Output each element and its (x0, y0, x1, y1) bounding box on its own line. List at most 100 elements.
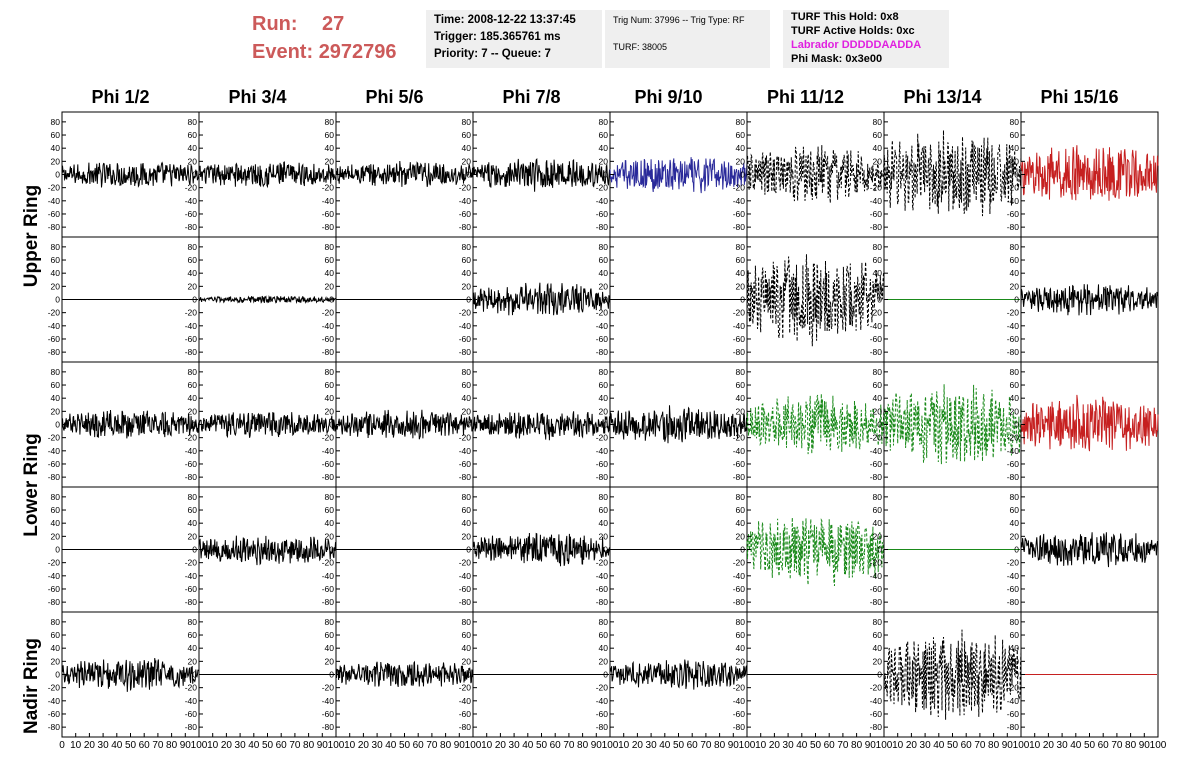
x-tick-label: 80 (714, 740, 726, 751)
y-tick-label: 80 (188, 367, 198, 377)
y-tick-label: -40 (870, 196, 883, 206)
y-tick-label: -20 (1007, 558, 1020, 568)
trace (335, 409, 474, 440)
y-tick-label: 60 (599, 130, 609, 140)
y-tick-label: -20 (733, 683, 746, 693)
x-tick-label: 60 (824, 740, 836, 751)
x-tick-label: 80 (166, 740, 178, 751)
y-tick-label: 80 (462, 117, 472, 127)
y-tick-label: 60 (1010, 255, 1020, 265)
y-tick-label: 80 (51, 492, 61, 502)
x-tick-label: 60 (276, 740, 288, 751)
y-tick-label: 80 (51, 117, 61, 127)
y-tick-label: -40 (185, 321, 198, 331)
y-tick-label: 60 (462, 630, 472, 640)
y-tick-label: -20 (48, 433, 61, 443)
y-tick-label: -40 (733, 196, 746, 206)
y-tick-label: -40 (870, 696, 883, 706)
y-tick-label: 80 (1010, 367, 1020, 377)
x-tick-label: 20 (84, 740, 96, 751)
x-tick-label: 10 (481, 740, 493, 751)
y-tick-label: 20 (1010, 156, 1020, 166)
y-tick-label: -20 (1007, 183, 1020, 193)
y-tick-label: -60 (185, 709, 198, 719)
trace (61, 658, 200, 692)
y-tick-label: -20 (1007, 433, 1020, 443)
y-tick-label: 0 (466, 545, 471, 555)
y-tick-label: -20 (459, 183, 472, 193)
y-tick-label: -60 (1007, 709, 1020, 719)
y-tick-label: -40 (322, 696, 335, 706)
y-tick-label: 20 (51, 156, 61, 166)
y-tick-label: 0 (466, 420, 471, 430)
y-tick-label: 0 (55, 670, 60, 680)
y-tick-label: -20 (322, 308, 335, 318)
y-tick-label: 80 (462, 242, 472, 252)
y-tick-label: -80 (1007, 347, 1020, 357)
trace (1020, 145, 1159, 201)
x-tick-label: 100 (1150, 740, 1167, 751)
x-tick-label: 90 (1002, 740, 1014, 751)
y-tick-label: 20 (188, 156, 198, 166)
y-tick-label: -20 (1007, 308, 1020, 318)
y-tick-label: 40 (599, 143, 609, 153)
y-tick-label: 20 (873, 156, 883, 166)
trace (883, 130, 1022, 217)
y-tick-label: -80 (48, 347, 61, 357)
y-tick-label: 0 (603, 420, 608, 430)
y-tick-label: -80 (1007, 222, 1020, 232)
y-tick-label: 80 (188, 492, 198, 502)
y-tick-label: -40 (596, 696, 609, 706)
y-tick-label: 40 (1010, 268, 1020, 278)
y-tick-label: 20 (599, 281, 609, 291)
trace (198, 535, 337, 566)
run-event-box: Run: 27 Event: 2972796 (252, 10, 422, 66)
x-tick-label: 30 (783, 740, 795, 751)
x-tick-label: 30 (646, 740, 658, 751)
x-tick-label: 100 (739, 740, 756, 751)
trace (61, 161, 200, 188)
y-tick-label: -20 (733, 183, 746, 193)
y-tick-label: 60 (873, 130, 883, 140)
y-tick-label: 40 (188, 643, 198, 653)
y-tick-label: 60 (873, 380, 883, 390)
y-tick-label: 80 (188, 242, 198, 252)
trace (1020, 284, 1159, 316)
y-tick-label: -60 (459, 709, 472, 719)
x-tick-label: 70 (1111, 740, 1123, 751)
y-tick-label: 40 (51, 268, 61, 278)
y-tick-label: -20 (185, 308, 198, 318)
y-tick-label: -80 (733, 347, 746, 357)
y-tick-label: -80 (596, 222, 609, 232)
y-tick-label: 80 (325, 117, 335, 127)
y-tick-label: 60 (736, 505, 746, 515)
y-tick-label: 0 (55, 170, 60, 180)
y-tick-label: 0 (877, 670, 882, 680)
y-tick-label: 60 (325, 380, 335, 390)
trace (746, 145, 885, 204)
x-tick-label: 90 (317, 740, 329, 751)
x-tick-label: 60 (550, 740, 562, 751)
y-tick-label: 60 (873, 255, 883, 265)
x-tick-label: 60 (687, 740, 699, 751)
x-tick-label: 50 (673, 740, 685, 751)
y-tick-label: -40 (733, 571, 746, 581)
x-tick-label: 0 (59, 740, 65, 751)
x-tick-label: 60 (413, 740, 425, 751)
y-tick-label: 40 (873, 393, 883, 403)
y-tick-label: -60 (48, 209, 61, 219)
trig-info-box: Trig Num: 37996 -- Trig Type: RF TURF: 3… (605, 10, 770, 68)
y-tick-label: 0 (603, 295, 608, 305)
y-tick-label: 0 (1014, 295, 1019, 305)
y-tick-label: 0 (329, 170, 334, 180)
y-tick-label: 40 (188, 393, 198, 403)
y-tick-label: -40 (733, 321, 746, 331)
y-tick-label: -60 (322, 584, 335, 594)
y-tick-label: 20 (462, 656, 472, 666)
y-tick-label: 80 (462, 367, 472, 377)
y-tick-label: 0 (192, 170, 197, 180)
y-tick-label: -80 (322, 597, 335, 607)
x-tick-label: 10 (344, 740, 356, 751)
column-header: Phi 5/6 (365, 87, 424, 107)
column-header: Phi 7/8 (502, 87, 561, 107)
